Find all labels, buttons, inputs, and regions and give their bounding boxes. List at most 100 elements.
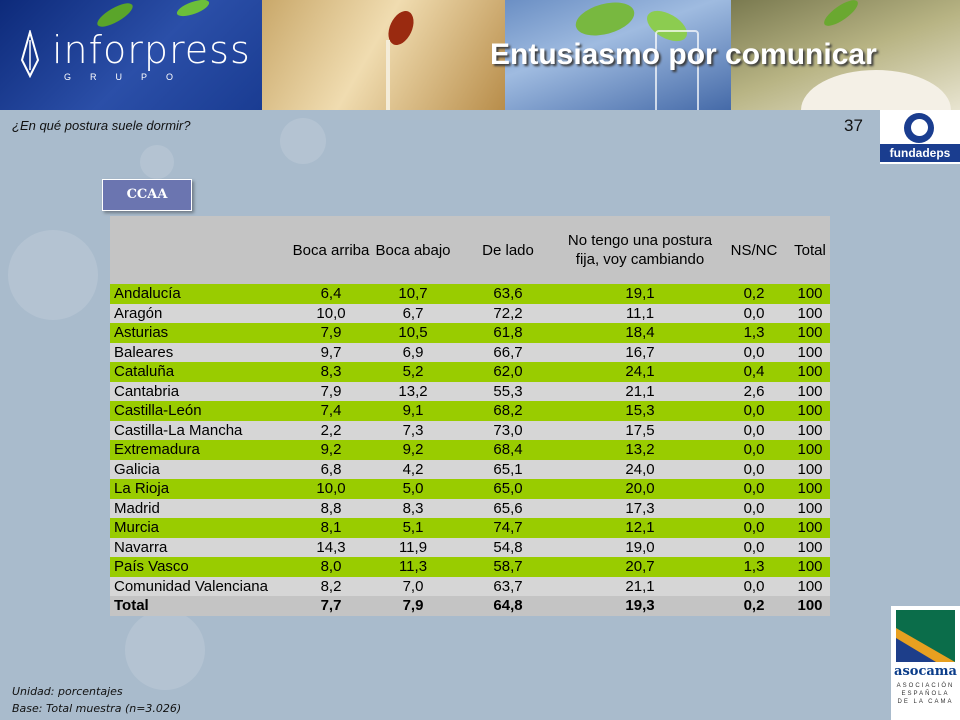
value-cell: 10,0 (290, 303, 372, 323)
value-cell: 24,0 (562, 459, 718, 479)
value-cell: 0,0 (718, 303, 790, 323)
value-cell: 9,7 (290, 342, 372, 362)
value-cell: 100 (790, 381, 830, 401)
region-cell: Baleares (110, 342, 290, 362)
sprout-stem-image (386, 40, 390, 110)
table-row: Extremadura 9,2 9,2 68,4 13,2 0,0 100 (110, 440, 830, 460)
value-cell: 0,0 (718, 537, 790, 557)
value-cell: 100 (790, 557, 830, 577)
value-cell: 14,3 (290, 537, 372, 557)
value-cell: 61,8 (454, 323, 562, 343)
sprout-leaf-image (94, 0, 136, 32)
region-cell: Castilla-León (110, 401, 290, 421)
value-cell: 7,3 (372, 420, 454, 440)
survey-question: ¿En qué postura suele dormir? (12, 118, 191, 133)
background-bubble (280, 118, 326, 164)
value-cell: 1,3 (718, 557, 790, 577)
value-cell: 8,3 (372, 498, 454, 518)
region-cell: Cantabria (110, 381, 290, 401)
table-header-row: Boca arriba Boca abajo De lado No tengo … (110, 216, 830, 284)
value-cell: 11,3 (372, 557, 454, 577)
asocama-logo-text: asocama (894, 664, 957, 679)
table-header-cell (110, 216, 290, 284)
egg-image (801, 70, 951, 110)
value-cell: 15,3 (562, 401, 718, 421)
value-cell: 100 (790, 518, 830, 538)
region-cell: La Rioja (110, 479, 290, 499)
value-cell: 7,9 (290, 381, 372, 401)
inforpress-logo-subtext: GRUPO (64, 72, 193, 82)
header-panel-logo: inforpress GRUPO (0, 0, 262, 110)
footer-unit-note: Unidad: porcentajes (12, 685, 123, 698)
table-row: Aragón 10,0 6,7 72,2 11,1 0,0 100 (110, 303, 830, 323)
value-cell: 12,1 (562, 518, 718, 538)
table-row: Navarra 14,3 11,9 54,8 19,0 0,0 100 (110, 537, 830, 557)
value-cell: 0,0 (718, 420, 790, 440)
value-cell: 6,7 (372, 303, 454, 323)
value-cell: 0,0 (718, 576, 790, 596)
value-cell: 7,7 (290, 596, 372, 616)
value-cell: 58,7 (454, 557, 562, 577)
value-cell: 11,9 (372, 537, 454, 557)
page-number: 37 (844, 116, 863, 135)
table-header-cell: NS/NC (718, 216, 790, 284)
asocama-logo: asocama ASOCIACIÓN ESPAÑOLA DE LA CAMA (891, 606, 960, 720)
value-cell: 0,2 (718, 596, 790, 616)
value-cell: 74,7 (454, 518, 562, 538)
value-cell: 100 (790, 537, 830, 557)
footer-base-note: Base: Total muestra (n=3.026) (12, 702, 182, 715)
value-cell: 24,1 (562, 362, 718, 382)
value-cell: 62,0 (454, 362, 562, 382)
header-banner: inforpress GRUPO Entusiasmo por comunica… (0, 0, 960, 110)
value-cell: 100 (790, 362, 830, 382)
region-cell: Castilla-La Mancha (110, 420, 290, 440)
asocama-emblem-icon (896, 610, 955, 662)
value-cell: 100 (790, 459, 830, 479)
value-cell: 8,0 (290, 557, 372, 577)
region-cell: Total (110, 596, 290, 616)
ccaa-section-button[interactable]: CCAA (102, 179, 192, 211)
value-cell: 5,0 (372, 479, 454, 499)
table-row: Baleares 9,7 6,9 66,7 16,7 0,0 100 (110, 342, 830, 362)
table-header-cell: Boca abajo (372, 216, 454, 284)
value-cell: 7,0 (372, 576, 454, 596)
value-cell: 68,2 (454, 401, 562, 421)
region-cell: Murcia (110, 518, 290, 538)
value-cell: 17,3 (562, 498, 718, 518)
background-bubble (8, 230, 98, 320)
region-cell: País Vasco (110, 557, 290, 577)
value-cell: 100 (790, 440, 830, 460)
region-cell: Aragón (110, 303, 290, 323)
value-cell: 8,8 (290, 498, 372, 518)
value-cell: 18,4 (562, 323, 718, 343)
fundadeps-logo-text: fundadeps (880, 144, 960, 162)
value-cell: 0,2 (718, 284, 790, 304)
value-cell: 6,9 (372, 342, 454, 362)
value-cell: 7,4 (290, 401, 372, 421)
value-cell: 1,3 (718, 323, 790, 343)
asocama-emblem-triangle (896, 638, 936, 662)
value-cell: 20,7 (562, 557, 718, 577)
value-cell: 0,0 (718, 518, 790, 538)
asocama-logo-subtitle: ASOCIACIÓN ESPAÑOLA DE LA CAMA (896, 683, 955, 705)
value-cell: 8,2 (290, 576, 372, 596)
table-header-cell: No tengo una postura fija, voy cambiando (562, 216, 718, 284)
inforpress-pen-icon (20, 30, 40, 78)
value-cell: 65,1 (454, 459, 562, 479)
value-cell: 100 (790, 303, 830, 323)
value-cell: 55,3 (454, 381, 562, 401)
value-cell: 11,1 (562, 303, 718, 323)
slide-title: Entusiasmo por comunicar (490, 38, 877, 71)
posture-by-region-table: Boca arriba Boca abajo De lado No tengo … (110, 216, 830, 616)
value-cell: 4,2 (372, 459, 454, 479)
table-header-cell: Boca arriba (290, 216, 372, 284)
value-cell: 66,7 (454, 342, 562, 362)
value-cell: 100 (790, 596, 830, 616)
value-cell: 100 (790, 284, 830, 304)
table-row: La Rioja 10,0 5,0 65,0 20,0 0,0 100 (110, 479, 830, 499)
table-total-row: Total 7,7 7,9 64,8 19,3 0,2 100 (110, 596, 830, 616)
table-row: Andalucía 6,4 10,7 63,6 19,1 0,2 100 (110, 284, 830, 304)
sprout-leaf-image (820, 0, 862, 31)
value-cell: 0,0 (718, 479, 790, 499)
value-cell: 54,8 (454, 537, 562, 557)
